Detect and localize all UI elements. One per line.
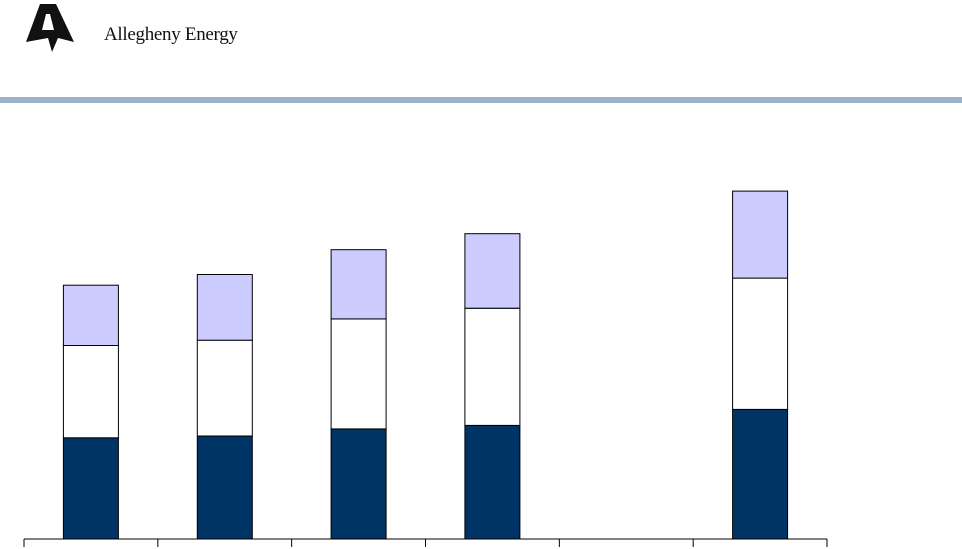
bar-segment-3-series-2: [330, 318, 387, 430]
bar-segment-1-series-2: [62, 345, 119, 439]
bar-segment-6-series-1: [732, 408, 789, 540]
bar-segment-1-series-1: [62, 437, 119, 540]
bar-segment-4-series-3: [464, 233, 521, 309]
bar-segment-2-series-2: [196, 339, 253, 437]
company-logo: Allegheny Energy: [22, 4, 238, 54]
bar-segment-2-series-1: [196, 435, 253, 540]
bar-segment-6-series-2: [732, 277, 789, 410]
x-axis: [23, 538, 828, 547]
bar-segment-2-series-3: [196, 274, 253, 341]
company-name: Allegheny Energy: [104, 24, 238, 45]
bar-segment-3-series-3: [330, 249, 387, 320]
bar-segment-1-series-3: [62, 284, 119, 347]
bars-layer: [62, 190, 789, 540]
bar-segment-6-series-3: [732, 190, 789, 279]
bar-segment-4-series-2: [464, 307, 521, 426]
bar-segment-3-series-1: [330, 428, 387, 540]
allegheny-a-logo-icon: [26, 4, 74, 52]
header-divider: [0, 97, 962, 103]
bar-segment-4-series-1: [464, 424, 521, 540]
